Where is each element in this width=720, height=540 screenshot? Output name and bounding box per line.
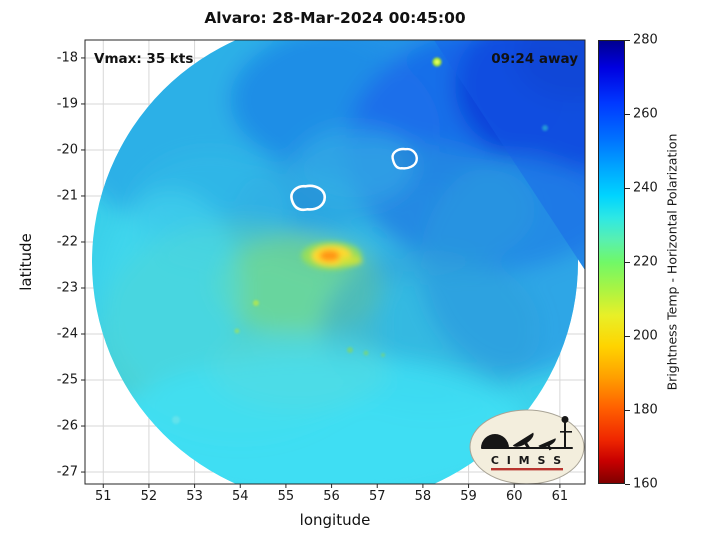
cimss-logo-silhouette xyxy=(481,416,573,451)
x-axis-label: longitude xyxy=(299,511,371,529)
colorbar-tick-label: 200 xyxy=(633,328,658,344)
x-tick-label: 58 xyxy=(414,489,432,504)
y-tick-label: -27 xyxy=(56,464,78,480)
x-tick-label: 55 xyxy=(277,489,295,504)
axis-ticks xyxy=(81,57,561,488)
storm-contour-1 xyxy=(290,184,327,212)
colorbar xyxy=(598,40,625,484)
x-tick-label: 56 xyxy=(323,489,340,504)
swath-seam xyxy=(434,40,585,270)
warm-core-feature xyxy=(301,241,363,270)
x-tick-label: 61 xyxy=(551,489,569,504)
colorbar-tick xyxy=(625,262,630,263)
x-tick-label: 53 xyxy=(186,489,203,504)
colorbar-tick xyxy=(625,410,630,411)
colorbar-tick-label: 260 xyxy=(633,106,658,122)
colorbar-tick xyxy=(625,336,630,337)
y-tick-label: -24 xyxy=(56,326,78,342)
y-tick-label: -23 xyxy=(56,280,78,296)
y-tick-label: -21 xyxy=(56,188,78,204)
swath-image xyxy=(92,40,585,484)
y-tick-label: -22 xyxy=(56,234,78,250)
y-tick-label: -26 xyxy=(56,418,78,434)
y-tick-label: -25 xyxy=(56,372,78,388)
storm-contour-2 xyxy=(391,147,418,170)
x-tick-label: 57 xyxy=(368,489,386,504)
x-tick-label: 59 xyxy=(460,489,477,504)
x-tick-label: 52 xyxy=(140,489,158,504)
colorbar-tick xyxy=(625,484,630,485)
colorbar-tick xyxy=(625,114,630,115)
colorbar-tick xyxy=(625,188,630,189)
vmax-annotation: Vmax: 35 kts xyxy=(94,51,194,67)
colorbar-tick-label: 160 xyxy=(633,476,658,492)
y-tick-label: -18 xyxy=(56,50,78,66)
cimss-logo-text: C I M S S xyxy=(491,454,563,467)
x-tick-label: 60 xyxy=(505,489,523,504)
time-away-annotation: 09:24 away xyxy=(491,51,578,67)
x-tick-label: 51 xyxy=(94,489,112,504)
y-axis-label: latitude xyxy=(17,233,35,291)
plot-frame xyxy=(84,39,586,485)
colorbar-tick-label: 180 xyxy=(633,402,658,418)
colorbar-tick-label: 240 xyxy=(633,180,658,196)
x-tick-label: 54 xyxy=(231,489,249,504)
colorbar-tick xyxy=(625,40,630,41)
colorbar-label: Brightness Temp - Horizontal Polarizatio… xyxy=(664,133,680,391)
cimss-logo-redline xyxy=(491,468,563,471)
y-tick-label: -20 xyxy=(56,142,78,158)
y-tick-label: -19 xyxy=(56,96,78,112)
bright-speckles xyxy=(172,57,548,424)
cimss-logo: C I M S S xyxy=(469,409,585,484)
plot-title: Alvaro: 28-Mar-2024 00:45:00 xyxy=(204,9,466,27)
colorbar-tick-label: 220 xyxy=(633,254,658,270)
colorbar-tick-label: 280 xyxy=(633,32,658,48)
